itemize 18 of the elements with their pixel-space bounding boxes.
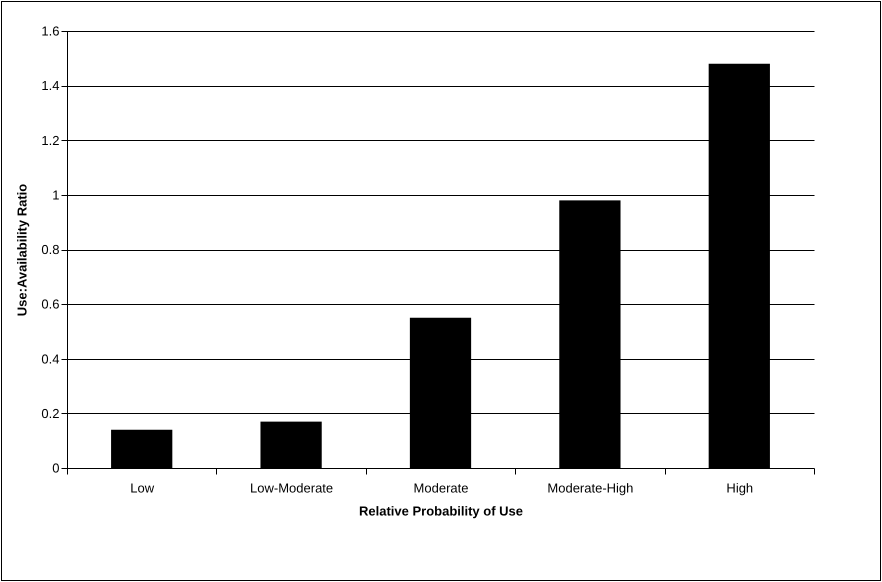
- y-tick-label: 1.4: [41, 78, 60, 94]
- bar: [260, 422, 322, 468]
- y-tick-label: 0.2: [41, 406, 60, 421]
- x-axis-title: Relative Probability of Use: [359, 504, 523, 518]
- y-tick-label: 0: [52, 460, 60, 476]
- bar: [111, 430, 172, 468]
- x-tick-label: High: [726, 480, 754, 496]
- y-tick-label: 1.2: [41, 132, 60, 148]
- y-tick-label: 0.6: [41, 296, 60, 312]
- y-tick-label: 0.4: [41, 351, 60, 366]
- x-tick-label: Moderate: [414, 480, 468, 496]
- y-tick-label: 0.8: [41, 242, 60, 257]
- x-tick-label: Moderate-High: [547, 480, 634, 496]
- x-tick-label: Low: [130, 480, 155, 496]
- y-tick-label: 1.6: [41, 24, 60, 38]
- y-axis-title: Use:Availability Ratio: [14, 184, 30, 316]
- y-tick-label: 1: [52, 187, 60, 202]
- x-tick-label: Low-Moderate: [250, 480, 334, 496]
